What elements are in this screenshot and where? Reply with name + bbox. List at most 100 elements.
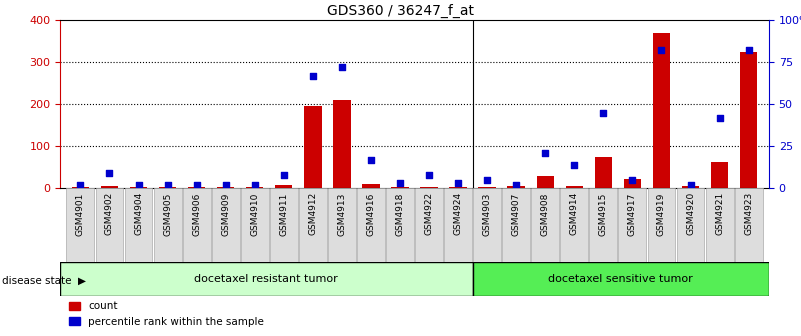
Text: disease state  ▶: disease state ▶ [2,276,87,286]
Text: GSM4904: GSM4904 [134,192,143,236]
Bar [304,106,321,188]
Bar [130,187,147,188]
Point [423,172,436,177]
Bar [275,185,292,188]
Bar [740,52,757,188]
Bar [217,187,235,188]
Point [190,182,203,187]
Text: GSM4909: GSM4909 [221,192,230,236]
Point [568,162,581,167]
Bar [357,188,385,269]
Text: GSM4914: GSM4914 [570,192,579,236]
Bar [386,188,414,269]
Bar [188,187,205,188]
Bar [735,188,763,269]
Bar [561,188,588,269]
Bar [508,186,525,188]
Bar [421,187,438,188]
Bar [706,188,734,269]
Bar [299,188,327,269]
Bar [653,33,670,188]
Point [132,182,145,187]
Text: GSM4924: GSM4924 [453,192,463,235]
Text: GSM4921: GSM4921 [715,192,724,236]
Text: GSM4907: GSM4907 [512,192,521,236]
Bar [618,188,646,269]
Point [248,182,261,187]
Bar [677,188,704,269]
Text: GSM4919: GSM4919 [657,192,666,236]
Bar [241,188,268,269]
Bar [473,262,769,296]
Bar [473,188,501,269]
Bar [444,188,472,269]
Text: GSM4923: GSM4923 [744,192,753,236]
Bar [391,187,409,188]
Bar [449,187,467,188]
Bar [333,100,351,188]
Bar [590,188,618,269]
Bar [211,188,239,269]
Text: GDS360 / 36247_f_at: GDS360 / 36247_f_at [327,3,474,17]
Bar [647,188,675,269]
Text: GSM4913: GSM4913 [337,192,346,236]
Bar [246,187,264,188]
Bar [270,188,298,269]
Bar [101,186,119,188]
Text: GSM4920: GSM4920 [686,192,695,236]
Point [452,180,465,186]
Legend: count, percentile rank within the sample: count, percentile rank within the sample [66,297,268,331]
Text: GSM4906: GSM4906 [192,192,201,236]
Text: GSM4917: GSM4917 [628,192,637,236]
Point [626,177,639,182]
Point [539,150,552,156]
Point [307,73,320,78]
Bar [95,188,123,269]
Point [336,65,348,70]
Bar [125,188,152,269]
Point [713,115,726,120]
Text: GSM4918: GSM4918 [396,192,405,236]
Bar [478,187,496,188]
Bar [415,188,443,269]
Text: GSM4916: GSM4916 [366,192,376,236]
Text: docetaxel resistant tumor: docetaxel resistant tumor [195,274,338,284]
Text: GSM4922: GSM4922 [425,192,433,235]
Bar [566,186,583,188]
Bar [710,162,728,188]
Point [509,182,522,187]
Bar [502,188,530,269]
Point [74,182,87,187]
Bar [60,262,473,296]
Bar [159,187,176,188]
Bar [624,179,641,188]
Text: GSM4905: GSM4905 [163,192,172,236]
Bar [328,188,356,269]
Point [103,170,116,176]
Bar [362,184,380,188]
Bar [72,187,89,188]
Bar [594,157,612,188]
Point [743,48,755,53]
Bar [183,188,211,269]
Bar [531,188,559,269]
Point [481,177,493,182]
Bar [682,186,699,188]
Text: GSM4902: GSM4902 [105,192,114,236]
Text: GSM4915: GSM4915 [599,192,608,236]
Point [364,157,377,162]
Text: docetaxel sensitive tumor: docetaxel sensitive tumor [549,274,693,284]
Point [597,110,610,115]
Bar [537,176,554,188]
Text: GSM4908: GSM4908 [541,192,549,236]
Text: GSM4910: GSM4910 [250,192,260,236]
Point [161,182,174,187]
Point [684,182,697,187]
Text: GSM4911: GSM4911 [280,192,288,236]
Point [219,182,232,187]
Point [393,180,406,186]
Text: GSM4912: GSM4912 [308,192,317,236]
Text: GSM4903: GSM4903 [483,192,492,236]
Bar [154,188,182,269]
Text: GSM4901: GSM4901 [76,192,85,236]
